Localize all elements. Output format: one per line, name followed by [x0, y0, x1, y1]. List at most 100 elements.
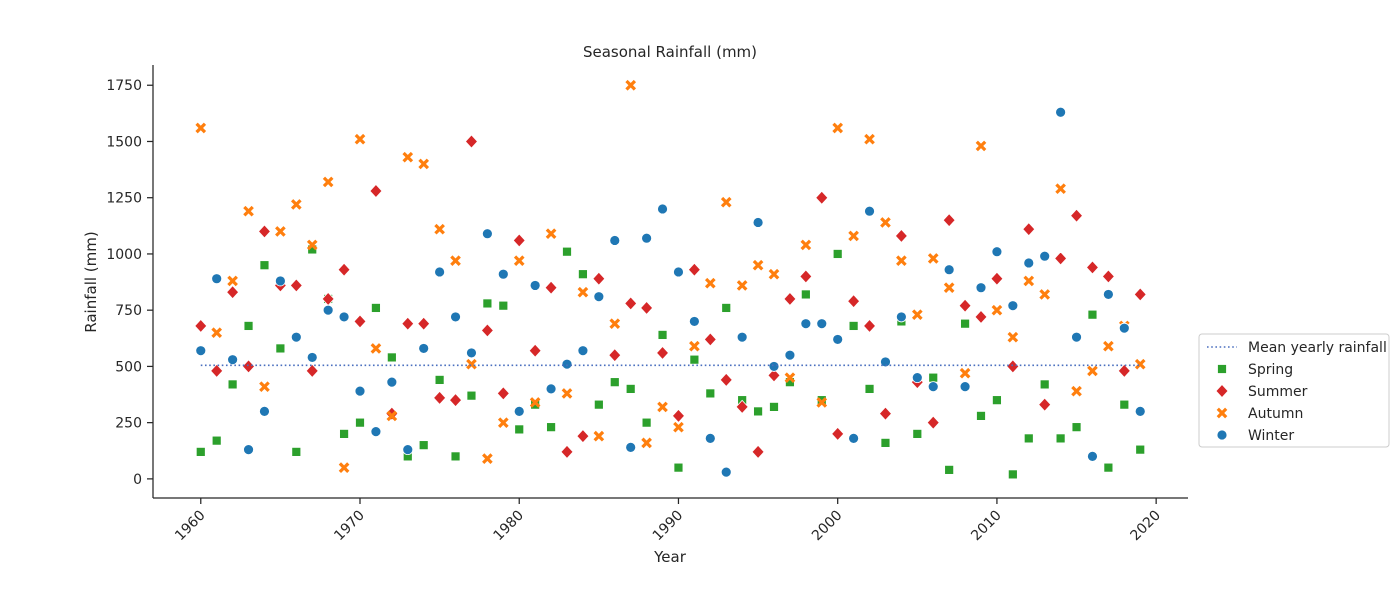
summer-point [257, 224, 272, 239]
autumn-point [513, 255, 525, 267]
autumn-point [561, 388, 573, 399]
winter-point [402, 444, 414, 456]
summer-point [783, 291, 797, 307]
winter-point [227, 354, 239, 366]
summer-point [1038, 397, 1052, 412]
winter-point [274, 275, 286, 287]
summer-point [592, 271, 606, 286]
summer-point [1054, 251, 1068, 266]
autumn-point [848, 230, 859, 242]
x-tick-label: 2010 [968, 508, 1005, 545]
summer-point [1117, 363, 1131, 379]
winter-point [880, 356, 891, 368]
summer-point [878, 406, 893, 421]
autumn-point [1103, 340, 1114, 352]
winter-point [688, 316, 700, 327]
autumn-point [482, 453, 493, 464]
y-tick-label: 500 [115, 359, 142, 375]
winter-point [259, 405, 270, 417]
spring-point [386, 352, 397, 363]
winter-point [1102, 289, 1114, 300]
winter-point [784, 349, 796, 361]
winter-point [959, 381, 971, 393]
autumn-point [593, 430, 605, 442]
x-tick-label: 2020 [1127, 508, 1164, 545]
summer-point [894, 228, 908, 244]
winter-point [370, 426, 382, 438]
winter-point [1118, 322, 1130, 334]
y-tick-label: 1000 [106, 247, 142, 263]
winter-point [386, 376, 398, 388]
autumn-point [864, 133, 875, 145]
spring-point [928, 372, 939, 383]
summer-point [433, 390, 447, 405]
spring-point [960, 318, 970, 329]
winter-point [529, 280, 541, 291]
winter-point [768, 361, 780, 372]
spring-point [514, 424, 525, 435]
summer-point [655, 345, 670, 361]
spring-point [482, 298, 493, 309]
autumn-point [195, 122, 207, 134]
spring-point [259, 260, 270, 271]
legend-label: Autumn [1248, 406, 1303, 422]
spring-point [1071, 422, 1082, 433]
autumn-point [657, 401, 668, 413]
legend-label: Summer [1248, 384, 1308, 400]
winter-point [354, 385, 366, 397]
series-autumn [195, 79, 1146, 473]
summer-point [926, 415, 940, 430]
autumn-point [386, 410, 398, 422]
autumn-point [816, 397, 828, 408]
winter-point [211, 273, 223, 285]
summer-point [369, 183, 383, 199]
summer-point [990, 271, 1004, 286]
autumn-point [736, 280, 748, 291]
autumn-point [306, 239, 318, 251]
x-ticks: 1960 1970 1980 1990 2000 2010 2020 [172, 498, 1164, 544]
autumn-point [991, 304, 1003, 316]
summer-point [1085, 260, 1100, 275]
autumn-point [625, 79, 637, 91]
summer-point [464, 134, 479, 149]
autumn-point [768, 268, 780, 280]
winter-point [1023, 257, 1035, 269]
winter-point [927, 381, 939, 393]
spring-point [689, 354, 700, 365]
winter-point [577, 345, 589, 357]
spring-point [609, 377, 620, 388]
autumn-point [959, 367, 971, 379]
spring-point [450, 451, 461, 462]
winter-point [418, 343, 430, 354]
winter-point [243, 444, 254, 456]
winter-point [481, 228, 493, 240]
summer-point [1022, 222, 1036, 237]
summer-point [305, 363, 319, 379]
spring-point [227, 379, 238, 390]
spring-point [355, 417, 365, 428]
spring-point [578, 269, 588, 280]
winter-point [434, 266, 446, 278]
summer-point [353, 314, 367, 329]
x-tick-label: 1980 [491, 508, 528, 545]
spring-point [864, 384, 875, 394]
spring-point [243, 321, 254, 331]
spring-point [1055, 433, 1066, 444]
spring-point [673, 462, 684, 473]
autumn-point [641, 437, 652, 449]
spring-point [593, 399, 604, 410]
y-tick-label: 750 [115, 303, 142, 319]
y-axis-title: Rainfall (mm) [82, 231, 100, 332]
spring-point [641, 417, 652, 428]
spring-point [800, 289, 811, 300]
autumn-point [450, 255, 461, 267]
summer-point [512, 233, 526, 248]
winter-point [625, 441, 637, 453]
x-tick-label: 1990 [650, 508, 687, 545]
summer-point [799, 269, 813, 284]
winter-point [975, 282, 987, 294]
winter-point [657, 203, 668, 215]
series-spring [195, 244, 1146, 480]
summer-point [640, 300, 654, 316]
